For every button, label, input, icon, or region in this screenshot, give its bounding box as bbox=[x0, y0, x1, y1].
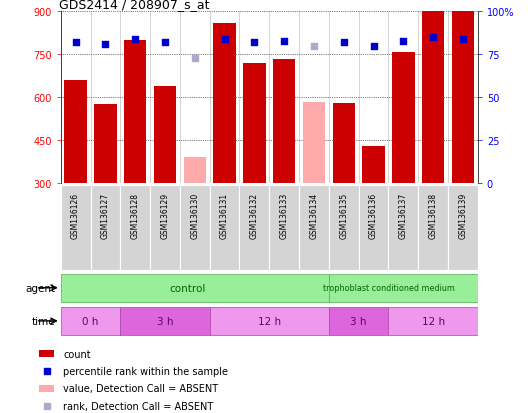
Text: GSM136130: GSM136130 bbox=[190, 192, 199, 239]
Bar bbox=[359, 186, 389, 271]
Bar bbox=[154, 87, 176, 184]
Text: 12 h: 12 h bbox=[258, 316, 281, 326]
Point bbox=[191, 55, 199, 62]
Bar bbox=[61, 274, 329, 302]
Text: GSM136138: GSM136138 bbox=[429, 192, 438, 239]
Bar bbox=[362, 147, 385, 184]
Bar bbox=[243, 64, 266, 184]
Bar bbox=[329, 307, 389, 335]
Text: count: count bbox=[63, 349, 91, 359]
Bar bbox=[124, 41, 146, 184]
Point bbox=[365, 308, 373, 314]
Text: value, Detection Call = ABSENT: value, Detection Call = ABSENT bbox=[63, 383, 218, 394]
Text: GSM136129: GSM136129 bbox=[161, 192, 169, 239]
Text: GDS2414 / 208907_s_at: GDS2414 / 208907_s_at bbox=[59, 0, 209, 11]
Point bbox=[71, 40, 80, 47]
Text: GSM136133: GSM136133 bbox=[280, 192, 289, 239]
Point bbox=[459, 36, 467, 43]
Point bbox=[399, 38, 408, 45]
Bar bbox=[61, 307, 120, 335]
Bar bbox=[90, 186, 120, 271]
Point bbox=[161, 40, 169, 47]
Point bbox=[250, 40, 259, 47]
Text: GSM136137: GSM136137 bbox=[399, 192, 408, 239]
Bar bbox=[329, 274, 478, 302]
Bar bbox=[210, 307, 329, 335]
Bar bbox=[299, 186, 329, 271]
Text: control: control bbox=[169, 283, 205, 293]
Text: percentile rank within the sample: percentile rank within the sample bbox=[63, 366, 228, 376]
Bar bbox=[303, 102, 325, 184]
Text: GSM136127: GSM136127 bbox=[101, 192, 110, 239]
Bar bbox=[64, 81, 87, 184]
Bar bbox=[418, 186, 448, 271]
Text: time: time bbox=[32, 316, 55, 326]
Text: GSM136136: GSM136136 bbox=[369, 192, 378, 239]
Point bbox=[280, 38, 288, 45]
Bar bbox=[422, 12, 445, 184]
Bar bbox=[150, 186, 180, 271]
Bar bbox=[452, 11, 474, 184]
Point bbox=[340, 40, 348, 47]
Bar bbox=[184, 158, 206, 184]
Text: GSM136128: GSM136128 bbox=[131, 192, 140, 239]
Point bbox=[310, 43, 318, 50]
Bar bbox=[240, 186, 269, 271]
Bar bbox=[389, 307, 478, 335]
Text: GSM136134: GSM136134 bbox=[309, 192, 318, 239]
Point bbox=[101, 42, 110, 48]
Bar bbox=[392, 52, 414, 184]
Text: 0 h: 0 h bbox=[82, 316, 99, 326]
Bar bbox=[120, 307, 210, 335]
Point bbox=[429, 35, 437, 41]
Text: GSM136126: GSM136126 bbox=[71, 192, 80, 239]
Text: rank, Detection Call = ABSENT: rank, Detection Call = ABSENT bbox=[63, 401, 213, 411]
Text: trophoblast conditioned medium: trophoblast conditioned medium bbox=[323, 284, 455, 292]
Text: 12 h: 12 h bbox=[421, 316, 445, 326]
Bar bbox=[120, 186, 150, 271]
Text: 3 h: 3 h bbox=[351, 316, 367, 326]
Text: 3 h: 3 h bbox=[157, 316, 173, 326]
Point bbox=[370, 43, 378, 50]
Point bbox=[220, 36, 229, 43]
Bar bbox=[329, 186, 359, 271]
Text: GSM136139: GSM136139 bbox=[458, 192, 467, 239]
Bar bbox=[213, 24, 236, 184]
Bar bbox=[39, 351, 54, 357]
Point bbox=[131, 36, 139, 43]
Bar bbox=[210, 186, 240, 271]
Text: GSM136135: GSM136135 bbox=[340, 192, 348, 239]
Bar bbox=[39, 385, 54, 392]
Bar bbox=[273, 59, 295, 184]
Bar bbox=[94, 104, 117, 184]
Bar bbox=[389, 186, 418, 271]
Text: GSM136131: GSM136131 bbox=[220, 192, 229, 239]
Bar bbox=[448, 186, 478, 271]
Text: agent: agent bbox=[25, 283, 55, 293]
Text: GSM136132: GSM136132 bbox=[250, 192, 259, 239]
Bar bbox=[61, 186, 90, 271]
Bar bbox=[180, 186, 210, 271]
Bar bbox=[333, 104, 355, 184]
Bar bbox=[269, 186, 299, 271]
